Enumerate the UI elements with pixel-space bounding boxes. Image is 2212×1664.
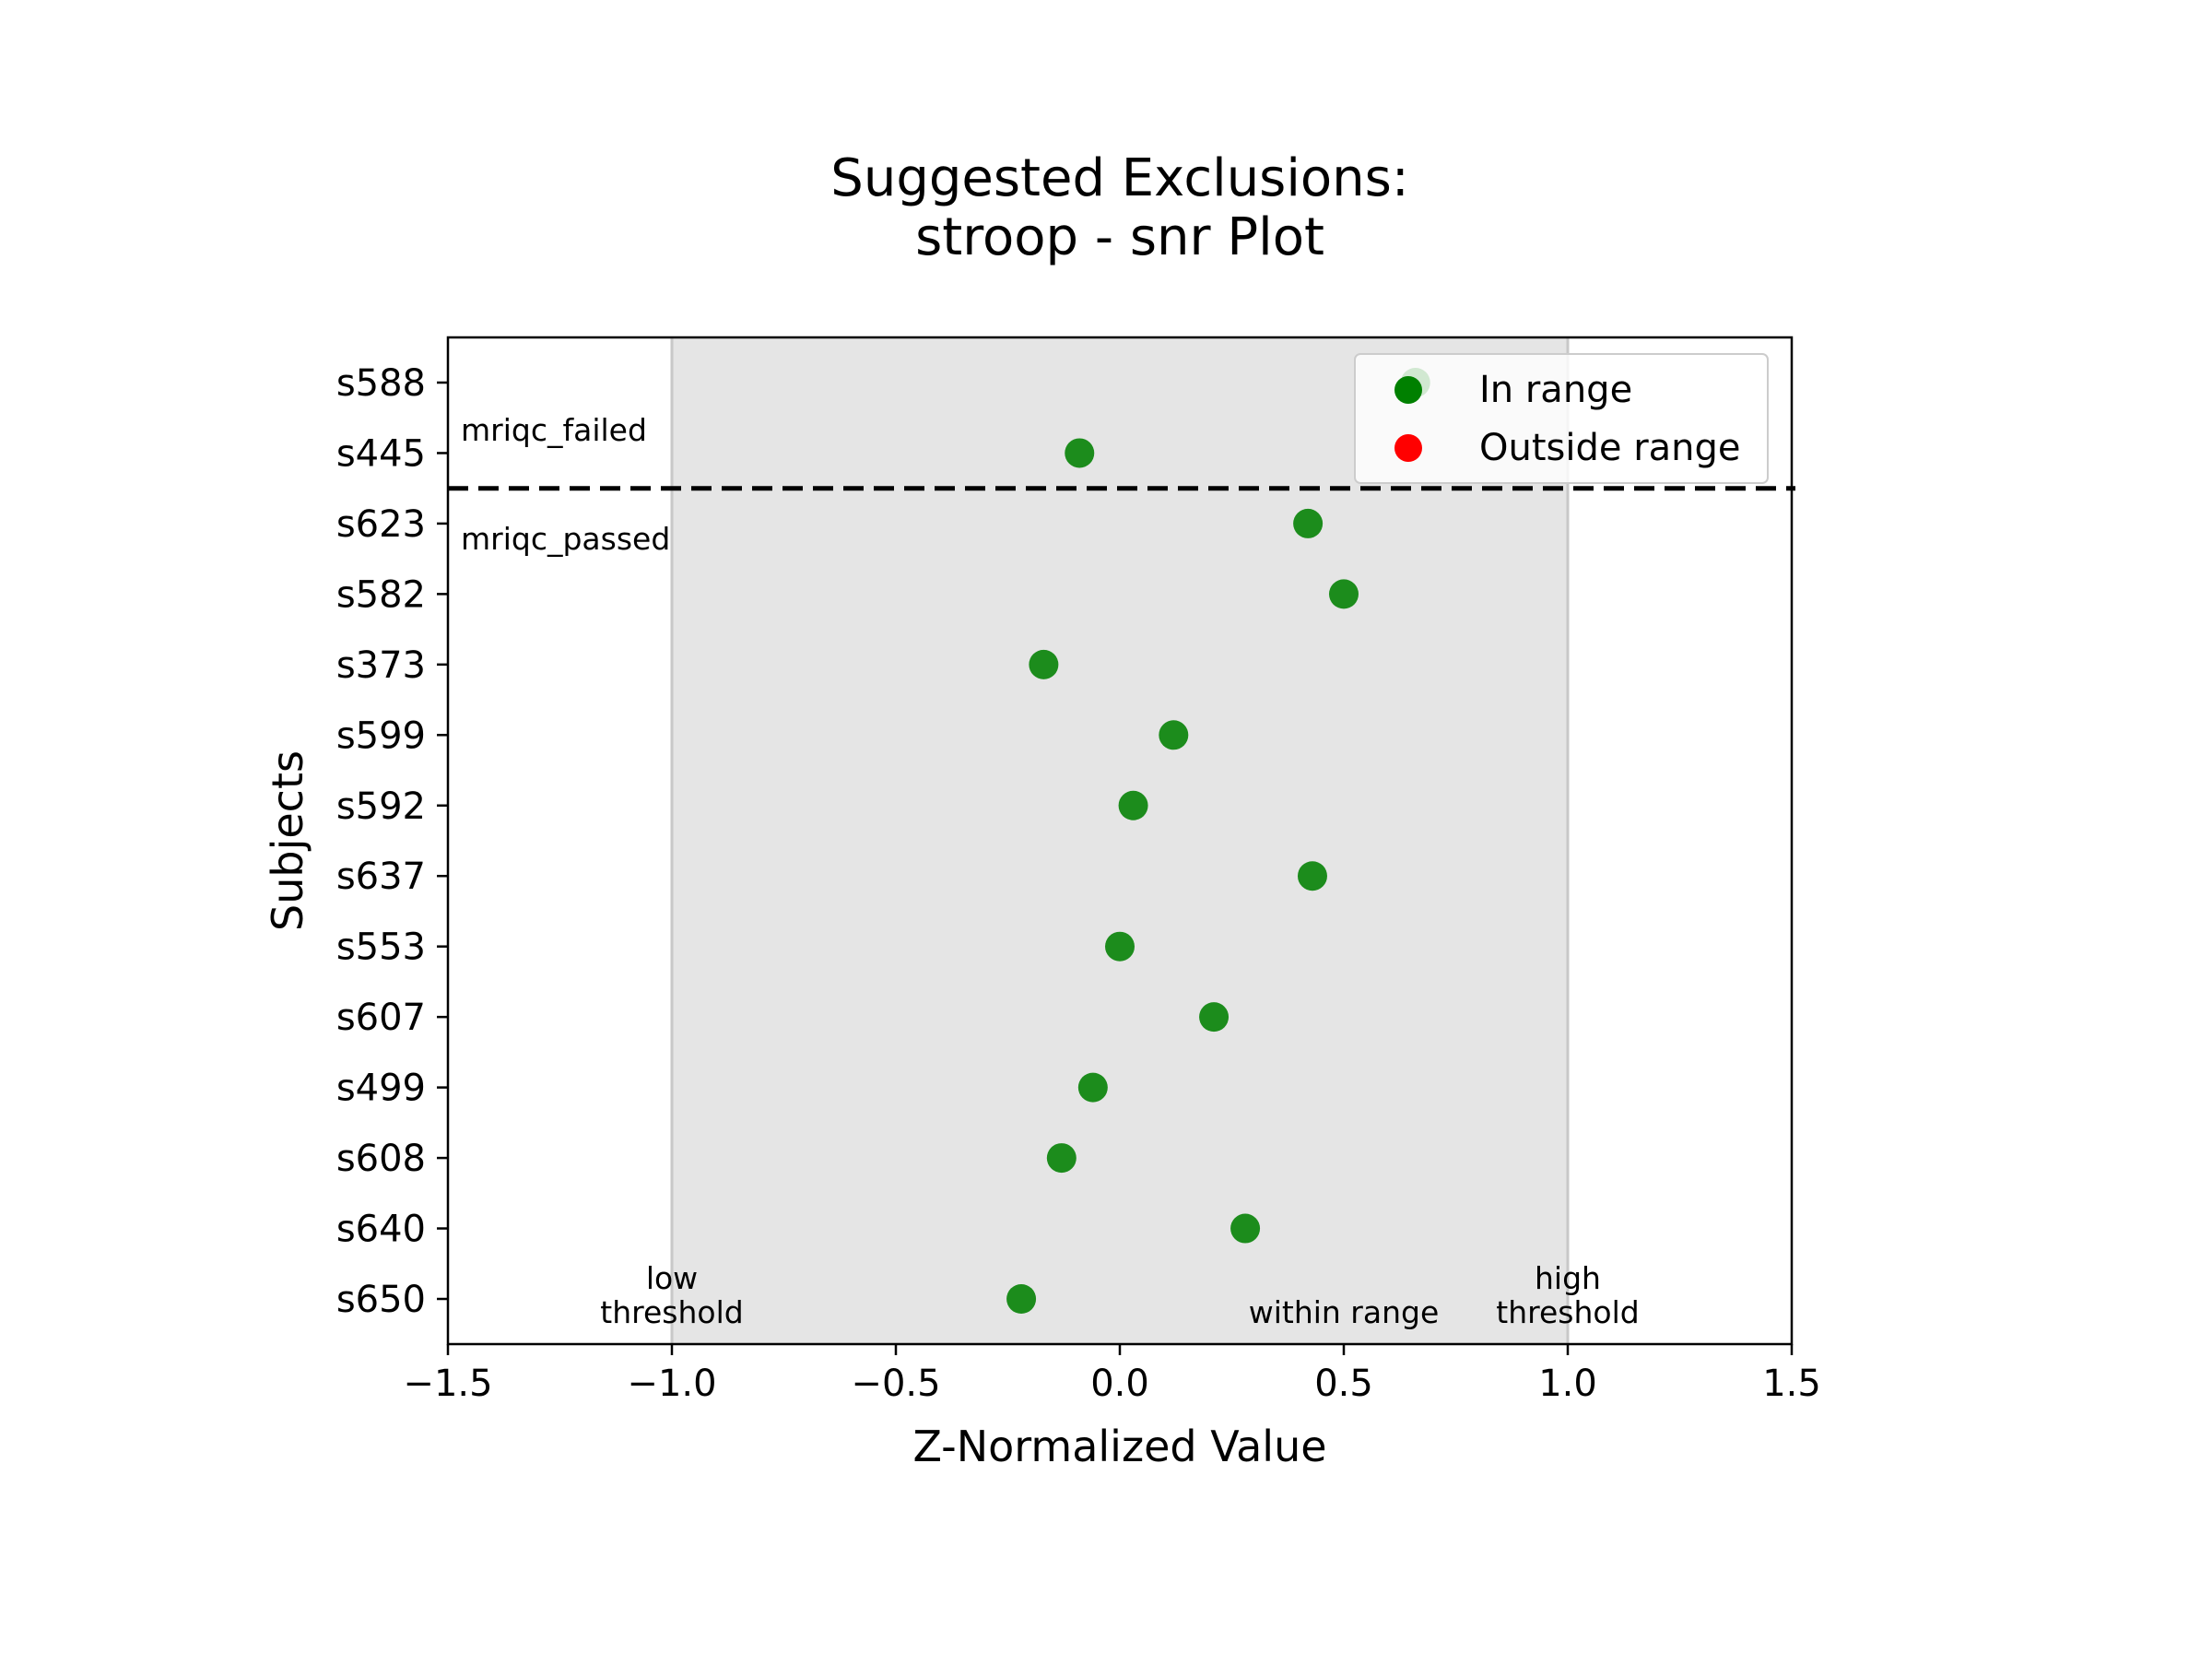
y-tick-label-s608: s608 <box>336 1138 426 1180</box>
chart-title-line-1: Suggested Exclusions: <box>830 148 1408 208</box>
y-tick-label-s582: s582 <box>336 573 426 616</box>
data-point-s637 <box>1297 861 1327 891</box>
legend-marker-outside-range <box>1394 434 1422 462</box>
data-point-s623 <box>1293 508 1324 538</box>
chart-title-line-2: stroop - snr Plot <box>915 207 1324 267</box>
low-threshold-label-line-2: threshold <box>600 1294 743 1330</box>
data-point-s592 <box>1118 790 1148 820</box>
x-tick-label-3: 0.0 <box>1090 1363 1149 1405</box>
y-tick-label-s553: s553 <box>336 926 426 969</box>
y-tick-label-s592: s592 <box>336 785 426 828</box>
y-tick-label-s599: s599 <box>336 714 426 757</box>
x-tick-label-6: 1.5 <box>1762 1363 1821 1405</box>
data-point-s499 <box>1077 1072 1108 1103</box>
x-tick-label-1: −1.0 <box>627 1363 716 1405</box>
x-tick-label-4: 0.5 <box>1314 1363 1373 1405</box>
mriqc-passed-label: mriqc_passed <box>461 521 670 557</box>
high-threshold-label-line-1: high <box>1535 1260 1601 1296</box>
low-threshold-label-line-1: low <box>646 1260 698 1296</box>
y-tick-label-s499: s499 <box>336 1068 426 1110</box>
legend-marker-in-range <box>1394 376 1422 404</box>
data-point-s650 <box>1006 1284 1037 1314</box>
high-threshold-label-line-2: threshold <box>1496 1294 1639 1330</box>
data-point-s608 <box>1046 1143 1077 1174</box>
within-range-label: within range <box>1249 1294 1440 1330</box>
y-tick-label-s588: s588 <box>336 362 426 405</box>
data-point-s445 <box>1065 438 1095 468</box>
x-axis-ticks: −1.5 −1.0 −0.5 0.0 0.5 1.0 1.5 <box>403 1344 1821 1405</box>
data-point-s607 <box>1199 1002 1230 1033</box>
y-tick-label-s650: s650 <box>336 1279 426 1321</box>
legend: In range Outside range <box>1354 353 1769 484</box>
data-point-s582 <box>1329 579 1359 609</box>
y-tick-label-s640: s640 <box>336 1209 426 1251</box>
y-axis-label: Subjects <box>263 750 312 931</box>
data-point-s553 <box>1105 931 1135 962</box>
x-axis-label: Z-Normalized Value <box>912 1422 1326 1471</box>
y-axis-ticks: s588 s445 s623 s582 s373 s599 s592 s637 s553 s607… <box>336 362 448 1321</box>
data-point-s640 <box>1230 1213 1261 1244</box>
x-tick-label-5: 1.0 <box>1538 1363 1597 1405</box>
data-point-s599 <box>1159 720 1189 750</box>
legend-box <box>1354 353 1769 484</box>
legend-label-in-range: In range <box>1479 369 1632 411</box>
y-tick-label-s623: s623 <box>336 503 426 546</box>
data-point-s373 <box>1029 649 1059 679</box>
legend-label-outside-range: Outside range <box>1479 427 1741 469</box>
mriqc-failed-label: mriqc_failed <box>461 412 647 448</box>
within-range-band <box>672 337 1568 1344</box>
y-tick-label-s637: s637 <box>336 856 426 898</box>
y-tick-label-s607: s607 <box>336 997 426 1039</box>
x-tick-label-2: −0.5 <box>851 1363 940 1405</box>
y-tick-label-s445: s445 <box>336 432 426 475</box>
y-tick-label-s373: s373 <box>336 644 426 687</box>
x-tick-label-0: −1.5 <box>403 1363 492 1405</box>
